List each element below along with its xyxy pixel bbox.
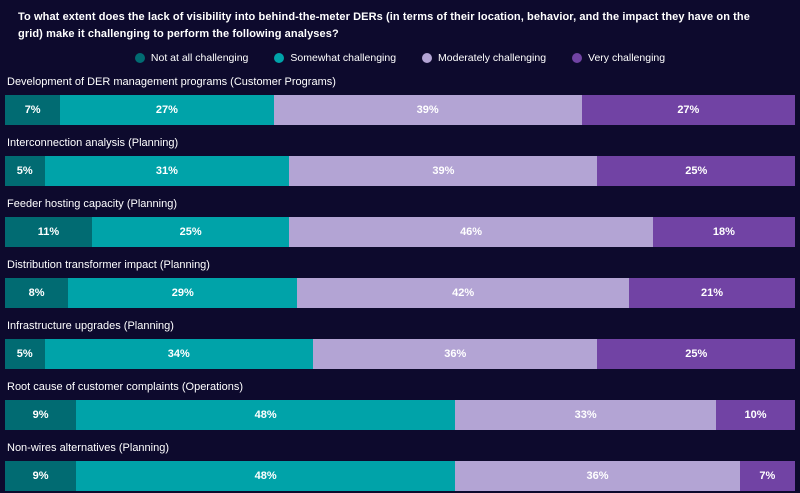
chart-row: Non-wires alternatives (Planning) 9% 48% 36… <box>5 442 795 491</box>
row-label: Non-wires alternatives (Planning) <box>7 442 170 454</box>
legend-swatch-icon <box>134 52 145 63</box>
bar-segment: 9% <box>5 461 77 491</box>
bar-segment: 48% <box>76 400 456 430</box>
legend-swatch-icon <box>572 52 583 63</box>
segment-value: 7% <box>24 104 41 116</box>
segment-value: 21% <box>701 287 724 299</box>
segment-value: 25% <box>685 165 708 177</box>
legend-item-2: Moderately challenging <box>422 52 546 64</box>
segment-value: 48% <box>254 470 277 482</box>
row-label: Feeder hosting capacity (Planning) <box>7 198 177 210</box>
legend-item-1: Somewhat challenging <box>274 52 396 64</box>
row-label: Interconnection analysis (Planning) <box>7 137 179 149</box>
row-label: Infrastructure upgrades (Planning) <box>7 320 174 332</box>
chart-title: To what extent does the lack of visibili… <box>18 11 750 40</box>
bar-segment: 36% <box>313 339 598 369</box>
segment-value: 29% <box>171 287 194 299</box>
segment-value: 36% <box>586 470 609 482</box>
chart-rows: Development of DER management programs (… <box>0 76 800 491</box>
segment-value: 48% <box>254 409 277 421</box>
bar-segment: 46% <box>289 217 653 247</box>
bar-segment: 27% <box>581 95 795 125</box>
segment-value: 10% <box>744 409 767 421</box>
bar-segment: 21% <box>629 278 795 308</box>
chart-row: Feeder hosting capacity (Planning) 11% 25%… <box>5 198 795 247</box>
segment-value: 27% <box>155 104 178 116</box>
legend-item-0: Not at all challenging <box>134 51 249 64</box>
bar-segment: 48% <box>76 461 456 491</box>
bar-segment: 7% <box>739 461 795 491</box>
bar-segment: 11% <box>5 217 92 247</box>
segment-value: 9% <box>32 470 49 482</box>
segment-value: 39% <box>432 165 455 177</box>
segment-value: 42% <box>452 287 475 299</box>
bar-segment: 39% <box>273 95 582 125</box>
segment-value: 36% <box>444 348 467 360</box>
stacked-bar: 9% 48% 36% 7% <box>5 461 795 491</box>
bar-segment: 31% <box>44 156 290 186</box>
stacked-bar: 9% 48% 33% 10% <box>5 400 795 430</box>
bar-segment: 29% <box>68 278 298 308</box>
stacked-bar: 5% 34% 36% 25% <box>5 339 795 369</box>
legend-swatch-icon <box>422 52 433 63</box>
segment-value: 27% <box>677 104 700 116</box>
bar-segment: 8% <box>5 278 69 308</box>
stacked-bar: 7% 27% 39% 27% <box>5 95 795 125</box>
bar-segment: 34% <box>44 339 314 369</box>
chart-row: Development of DER management programs (… <box>5 76 795 125</box>
segment-value: 9% <box>32 409 49 421</box>
row-label: Development of DER management programs (… <box>7 76 336 88</box>
bar-segment: 36% <box>455 461 740 491</box>
bar-segment: 5% <box>5 156 45 186</box>
stacked-bar: 5% 31% 39% 25% <box>5 156 795 186</box>
segment-value: 8% <box>28 287 45 299</box>
bar-segment: 10% <box>715 400 795 430</box>
segment-value: 25% <box>685 348 708 360</box>
bar-segment: 25% <box>597 339 795 369</box>
segment-value: 34% <box>167 348 190 360</box>
segment-value: 5% <box>16 165 33 177</box>
segment-value: 11% <box>37 226 60 238</box>
bar-segment: 27% <box>60 95 274 125</box>
segment-value: 5% <box>16 348 33 360</box>
legend-label: Somewhat challenging <box>290 51 397 64</box>
segment-value: 31% <box>155 165 178 177</box>
chart-row: Distribution transformer impact (Plannin… <box>5 259 795 308</box>
bar-segment: 33% <box>455 400 716 430</box>
row-label: Root cause of customer complaints (Opera… <box>7 381 243 393</box>
bar-segment: 42% <box>297 278 630 308</box>
segment-value: 25% <box>179 226 202 238</box>
stacked-bar: 8% 29% 42% 21% <box>5 278 795 308</box>
row-label: Distribution transformer impact (Plannin… <box>7 259 210 271</box>
bar-segment: 7% <box>5 95 61 125</box>
legend-swatch-icon <box>274 52 285 63</box>
legend-label: Not at all challenging <box>150 51 249 64</box>
chart-row: Interconnection analysis (Planning) 5% 31%… <box>5 137 795 186</box>
bar-segment: 39% <box>289 156 598 186</box>
legend-item-3: Very challenging <box>572 52 665 64</box>
bar-segment: 9% <box>5 400 77 430</box>
chart-legend: Not at all challenging Somewhat challengi… <box>0 51 800 64</box>
bar-segment: 25% <box>91 217 290 247</box>
segment-value: 18% <box>712 226 735 238</box>
chart-row: Root cause of customer complaints (Opera… <box>5 381 795 430</box>
segment-value: 39% <box>416 104 439 116</box>
bar-segment: 25% <box>597 156 795 186</box>
bar-segment: 5% <box>5 339 45 369</box>
legend-label: Very challenging <box>588 51 666 64</box>
stacked-bar: 11% 25% 46% 18% <box>5 217 795 247</box>
bar-segment: 18% <box>652 217 795 247</box>
segment-value: 33% <box>574 409 597 421</box>
segment-value: 46% <box>460 226 483 238</box>
chart-row: Infrastructure upgrades (Planning) 5% 34% 3… <box>5 320 795 369</box>
segment-value: 7% <box>759 470 776 482</box>
legend-label: Moderately challenging <box>438 51 547 64</box>
